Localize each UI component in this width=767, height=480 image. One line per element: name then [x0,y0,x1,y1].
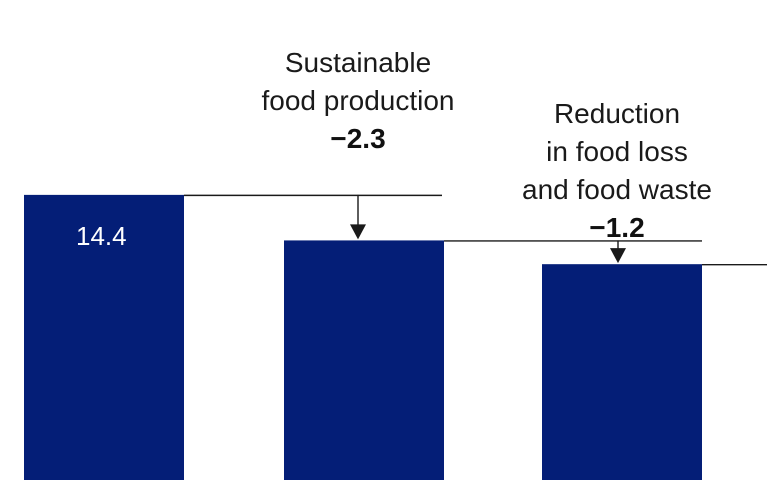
step-arrow-head [350,224,366,240]
step-annotation-line: in food loss [546,136,688,167]
labels-layer: 14.4 Sustainable food production −2.3 Reduct… [76,47,712,251]
bar-1 [24,194,184,480]
connectors-layer [184,194,767,266]
step-annotation-line: food production [261,85,454,116]
bar-value-label: 14.4 [76,221,127,251]
bar-2 [284,240,444,480]
step-arrow-head [610,248,626,264]
step-annotation-line: Sustainable [285,47,431,78]
bars-layer [24,194,702,480]
step-annotation-line: Reduction [554,98,680,129]
step-delta-label: −2.3 [330,123,385,154]
step-delta-label: −1.2 [589,212,644,243]
bar-3 [542,264,702,480]
step-annotation-line: and food waste [522,174,712,205]
